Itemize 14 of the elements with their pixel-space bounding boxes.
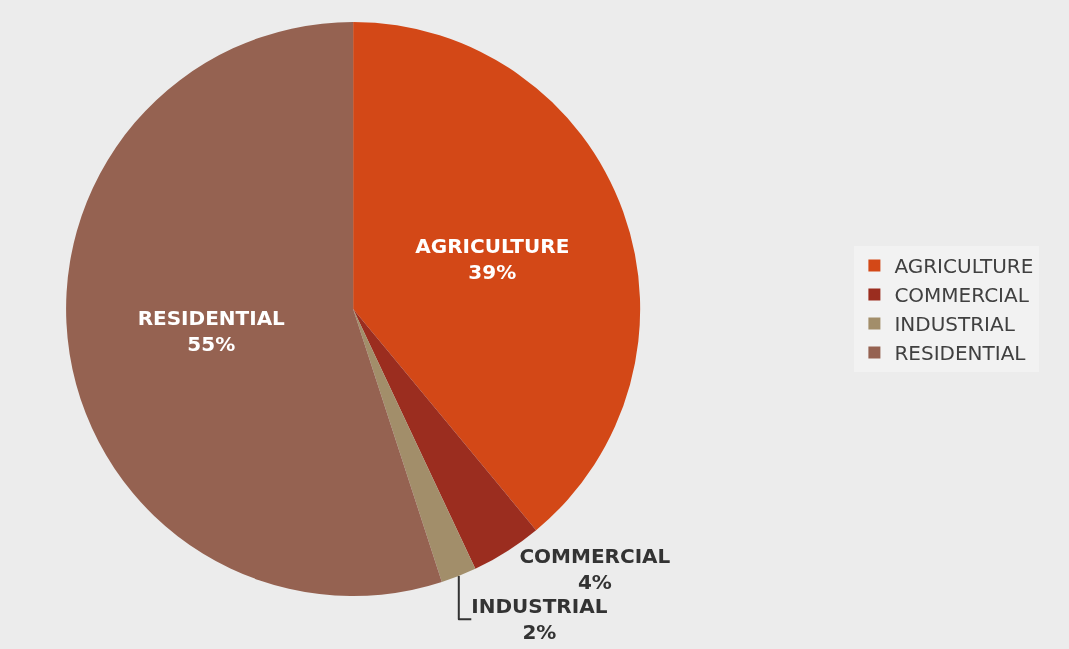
legend-label: AGRICULTURE <box>894 254 1034 279</box>
slice-label: INDUSTRIAL <box>471 594 608 619</box>
pie-slice <box>353 309 476 582</box>
slice-label: AGRICULTURE <box>415 233 570 258</box>
legend-label: COMMERCIAL <box>894 283 1030 308</box>
data-label: 55% <box>187 332 236 357</box>
legend-label: RESIDENTIAL <box>894 341 1027 366</box>
slice-label: COMMERCIAL <box>519 544 671 569</box>
legend-label: INDUSTRIAL <box>894 312 1016 337</box>
pie-slice <box>353 21 641 531</box>
data-label: 4% <box>577 570 612 595</box>
data-label: 39% <box>468 259 517 284</box>
slice-label: RESIDENTIAL <box>137 306 286 331</box>
data-label: 2% <box>522 620 557 645</box>
